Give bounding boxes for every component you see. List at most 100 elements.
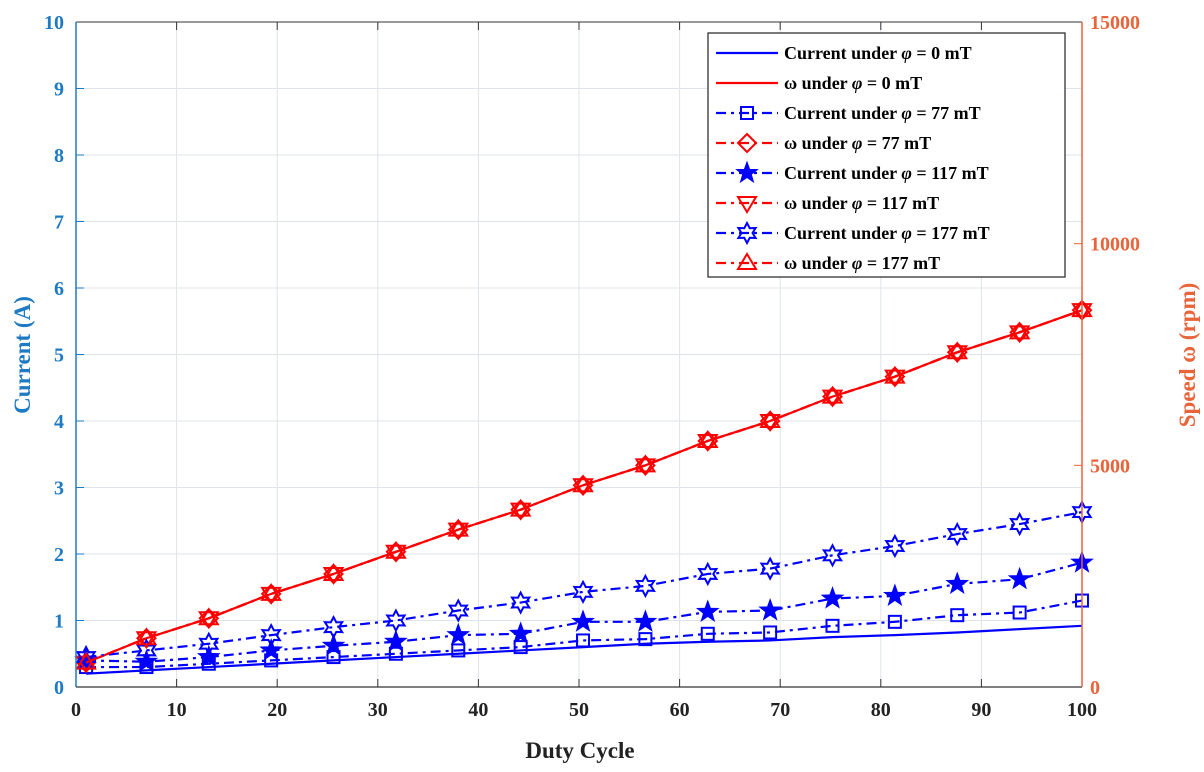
legend-item: Current under φ = 177 mT (716, 220, 990, 246)
data-point-marker (260, 622, 282, 648)
data-point-marker (697, 433, 719, 452)
data-point-marker (950, 608, 965, 623)
data-point-marker (75, 644, 97, 670)
x-tick-label: 80 (871, 699, 891, 721)
x-tick-label: 30 (368, 699, 388, 721)
data-point-marker (945, 571, 970, 595)
data-point-marker (1007, 566, 1032, 590)
data-point-marker (198, 611, 220, 630)
data-point-marker (634, 454, 657, 473)
data-point-marker (634, 458, 657, 477)
legend-label: ω under φ = 117 mT (784, 193, 939, 213)
data-point-marker (198, 631, 220, 656)
y-left-tick-label: 3 (54, 478, 64, 500)
data-point-marker (759, 556, 781, 581)
legend-swatch-marker (736, 196, 758, 214)
data-point-marker (326, 650, 341, 665)
y-left-tick-label: 5 (54, 345, 64, 367)
legend-label: ω under φ = 77 mT (784, 133, 931, 153)
data-point-marker (384, 629, 408, 652)
data-point-marker (697, 561, 719, 587)
data-point-marker (695, 599, 720, 622)
legend-swatch-marker (736, 252, 758, 270)
data-point-marker (1008, 325, 1031, 344)
data-point-marker (260, 582, 282, 601)
data-point-marker (323, 614, 345, 640)
legend-swatch-marker (740, 106, 754, 120)
legend-item: ω under φ = 0 mT (716, 73, 922, 93)
data-point-marker (447, 598, 469, 623)
data-point-marker (887, 614, 902, 629)
data-point-marker (322, 563, 345, 581)
axes (75, 21, 1083, 688)
data-point-marker (75, 651, 97, 670)
legend-item: ω under φ = 177 mT (716, 252, 940, 273)
series-under-177-mt (75, 299, 1093, 670)
legend-swatch-marker (736, 132, 758, 154)
data-point-marker (697, 430, 719, 448)
x-tick-label: 100 (1067, 699, 1097, 721)
data-point-marker (508, 621, 533, 644)
data-point-marker (821, 385, 844, 404)
y-right-tick-label: 0 (1090, 677, 1100, 699)
y-left-tick-label: 2 (54, 544, 64, 566)
legend-swatch-marker (736, 220, 758, 246)
data-point-marker (447, 518, 470, 537)
y-left-tick-label: 1 (54, 611, 64, 633)
data-point-marker (196, 644, 221, 668)
data-point-marker (385, 608, 407, 633)
y-right-tick-label: 5000 (1090, 455, 1130, 477)
legend-label: ω under φ = 0 mT (784, 73, 922, 93)
series-line (85, 511, 1083, 659)
data-point-marker (884, 533, 906, 559)
data-point-marker (884, 365, 906, 384)
data-point-marker (388, 646, 403, 661)
data-point-marker (321, 633, 346, 656)
legend-swatch-marker (735, 160, 759, 184)
y-left-tick-label: 7 (54, 212, 64, 234)
data-point-marker (510, 590, 532, 615)
legend-label: Current under φ = 177 mT (784, 223, 990, 243)
data-point-marker (572, 579, 594, 605)
data-point-marker (1012, 605, 1027, 620)
data-point-marker (1008, 321, 1031, 340)
legend-box (707, 32, 1066, 278)
y-axis-right-title: Speed ω (rpm) (1175, 283, 1200, 428)
legend-label: Current under φ = 0 mT (784, 43, 972, 63)
tick-labels: 0 10 20 30 40 50 60 70 80 90 100012345678910050001… (44, 12, 1140, 721)
y-left-tick-label: 10 (44, 12, 64, 34)
x-tick-label: 20 (267, 699, 287, 721)
series-current-under-117-mt (74, 550, 1094, 672)
data-point-marker (198, 607, 220, 626)
data-point-marker (576, 633, 591, 648)
data-point-marker (825, 618, 840, 633)
data-point-marker (634, 573, 656, 599)
data-point-marker (763, 625, 778, 640)
data-point-marker (446, 622, 471, 646)
data-point-marker (883, 583, 907, 606)
x-tick-label: 10 (167, 699, 187, 721)
x-tick-label: 70 (770, 699, 790, 721)
data-point-marker (135, 638, 157, 663)
series-line (85, 624, 1083, 675)
data-point-marker (259, 637, 284, 661)
data-point-marker (572, 474, 594, 493)
data-point-marker (821, 543, 844, 568)
data-point-marker (1009, 511, 1031, 537)
x-tick-label: 0 (71, 699, 81, 721)
plot-series (74, 299, 1094, 675)
data-point-marker (700, 626, 715, 641)
data-point-marker (638, 632, 653, 647)
legend: Current under φ = 0 mT ω under φ = 0 mT Cu… (707, 32, 1066, 278)
x-tick-label: 60 (670, 699, 690, 721)
y-left-tick-label: 8 (54, 145, 64, 167)
series-current-under-177-mt (75, 499, 1093, 670)
data-point-marker (385, 540, 407, 559)
legend-item: Current under φ = 0 mT (716, 43, 972, 63)
data-point-marker (633, 609, 658, 632)
y-left-tick-label: 9 (54, 79, 64, 101)
legend-item: ω under φ = 117 mT (716, 193, 939, 214)
legend-label: Current under φ = 117 mT (784, 163, 989, 183)
legend-label: ω under φ = 177 mT (784, 253, 940, 273)
